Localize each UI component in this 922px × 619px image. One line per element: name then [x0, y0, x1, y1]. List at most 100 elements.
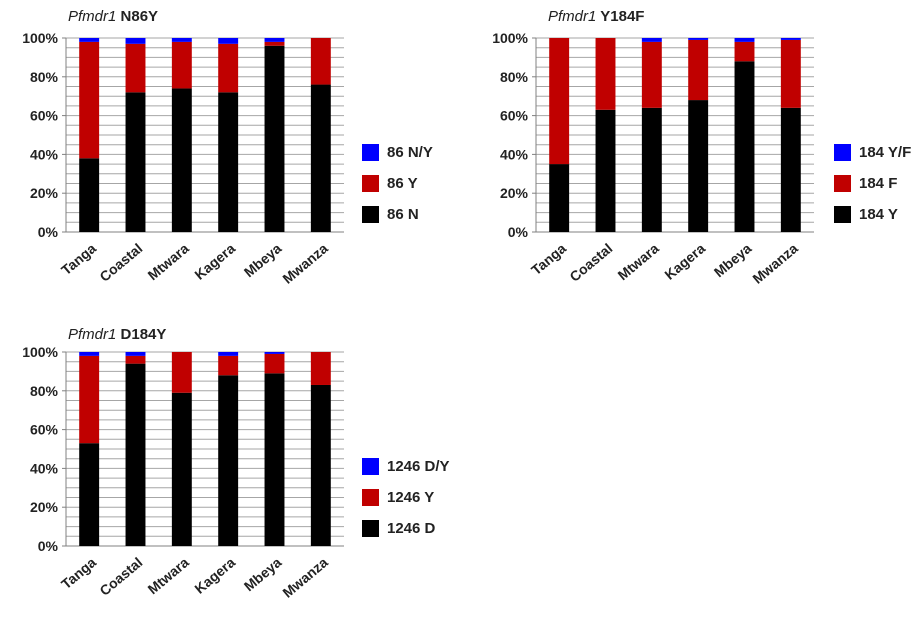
bar-segment: [641, 107, 662, 232]
chart-panel-n86y: Pfmdr1 N86Y 0% 20% 40% 60% 80% 100% Tanga Coast…: [0, 0, 460, 320]
bar-segment: [264, 45, 285, 233]
bar-segment: [125, 92, 146, 232]
bar-segment: [264, 352, 285, 354]
y-tick-label: 40%: [30, 460, 59, 476]
y-tick-label: 40%: [500, 146, 529, 162]
chart-panel-y184f: Pfmdr1 Y184F 0% 20% 40% 60% 80% 100% Tanga Coas…: [470, 0, 922, 320]
x-tick-label: Mwanza: [749, 240, 801, 287]
bar-segment: [549, 164, 570, 232]
chart-title-mutation: N86Y: [120, 8, 159, 25]
bar-segment: [79, 41, 100, 159]
x-tick-label: Mtwara: [145, 554, 192, 597]
x-tick-label: Mbeya: [711, 240, 755, 280]
legend-item: 184 Y: [834, 204, 911, 225]
bar-segment: [79, 158, 100, 232]
legend-swatch: [362, 458, 379, 475]
y-tick-label: 0%: [38, 538, 59, 554]
bar-segment: [688, 100, 709, 232]
x-tick-label: Mtwara: [615, 240, 662, 283]
chart-legend: 1246 D/Y 1246 Y 1246 D: [362, 456, 450, 549]
bar-segment: [734, 38, 755, 42]
bar-segment: [218, 352, 239, 356]
bar-segment: [218, 355, 239, 376]
bar-segment: [780, 38, 801, 40]
bar-segment: [595, 109, 616, 232]
bar-segment: [218, 92, 239, 232]
bar-segment: [171, 392, 192, 546]
x-tick-label: Tanga: [58, 554, 99, 592]
y-tick-label: 40%: [30, 146, 59, 162]
legend-item: 86 N: [362, 204, 433, 225]
bar-segment: [734, 61, 755, 232]
legend-item: 1246 Y: [362, 487, 450, 508]
chart-title-gene: Pfmdr1: [548, 8, 597, 25]
legend-item: 86 Y: [362, 173, 433, 194]
bar-segment: [734, 41, 755, 62]
legend-item: 184 Y/F: [834, 142, 911, 163]
chart-title-gene: Pfmdr1: [68, 326, 117, 343]
bar-segment: [218, 38, 239, 44]
y-tick-label: 0%: [508, 224, 529, 240]
chart-panel-d184y: Pfmdr1 D184Y 0% 20% 40% 60% 80% 100% Tanga Coas…: [0, 318, 470, 619]
y-tick-label: 0%: [38, 224, 59, 240]
bar-segment: [125, 363, 146, 546]
y-tick-label: 60%: [30, 108, 59, 124]
y-tick-label: 20%: [30, 499, 59, 515]
bar-segment: [171, 352, 192, 393]
legend-label: 86 N: [387, 206, 419, 223]
chart-title-gene: Pfmdr1: [68, 8, 117, 25]
y-tick-label: 60%: [500, 108, 529, 124]
bar-segment: [171, 41, 192, 89]
chart-title: Pfmdr1 D184Y: [68, 326, 166, 343]
x-tick-label: Mbeya: [241, 240, 285, 280]
y-tick-label: 100%: [22, 344, 58, 360]
y-tick-label: 80%: [500, 69, 529, 85]
y-tick-label: 80%: [30, 69, 59, 85]
bar-segment: [780, 39, 801, 108]
y-tick-label: 100%: [492, 30, 528, 46]
gridlines: [66, 351, 344, 547]
bar-segment: [688, 39, 709, 101]
bar-segment: [79, 38, 100, 42]
legend-swatch: [834, 206, 851, 223]
chart-title: Pfmdr1 Y184F: [548, 8, 644, 25]
bar-segment: [79, 443, 100, 546]
bar-segment: [125, 43, 146, 93]
bar-segment: [264, 38, 285, 42]
legend-swatch: [362, 144, 379, 161]
legend-item: 1246 D/Y: [362, 456, 450, 477]
legend-label: 86 Y: [387, 175, 418, 192]
bar-segment: [641, 41, 662, 108]
chart-title-mutation: Y184F: [600, 8, 645, 25]
x-tick-label: Mtwara: [145, 240, 192, 283]
y-tick-label: 80%: [30, 383, 59, 399]
legend-swatch: [362, 489, 379, 506]
x-tick-label: Coastal: [96, 240, 145, 285]
x-tick-label: Mwanza: [279, 554, 331, 601]
bar-segment: [171, 88, 192, 232]
legend-swatch: [362, 175, 379, 192]
chart-legend: 184 Y/F 184 F 184 Y: [834, 142, 911, 235]
legend-swatch: [362, 206, 379, 223]
bar-segment: [641, 38, 662, 42]
bar-segment: [125, 355, 146, 364]
legend-label: 86 N/Y: [387, 144, 433, 161]
legend-item: 184 F: [834, 173, 911, 194]
bar-segment: [171, 38, 192, 42]
bar-segment: [310, 352, 331, 385]
bar-segment: [125, 352, 146, 356]
bar-segment: [218, 375, 239, 546]
bar-segment: [264, 353, 285, 374]
x-tick-label: Coastal: [566, 240, 615, 285]
x-tick-label: Kagera: [191, 240, 238, 283]
bar-segment: [595, 38, 616, 110]
legend-label: 1246 Y: [387, 489, 435, 506]
y-tick-label: 20%: [30, 185, 59, 201]
bar-segment: [218, 43, 239, 93]
x-tick-label: Mwanza: [279, 240, 331, 287]
legend-label: 1246 D/Y: [387, 458, 450, 475]
bar-segment: [125, 38, 146, 44]
